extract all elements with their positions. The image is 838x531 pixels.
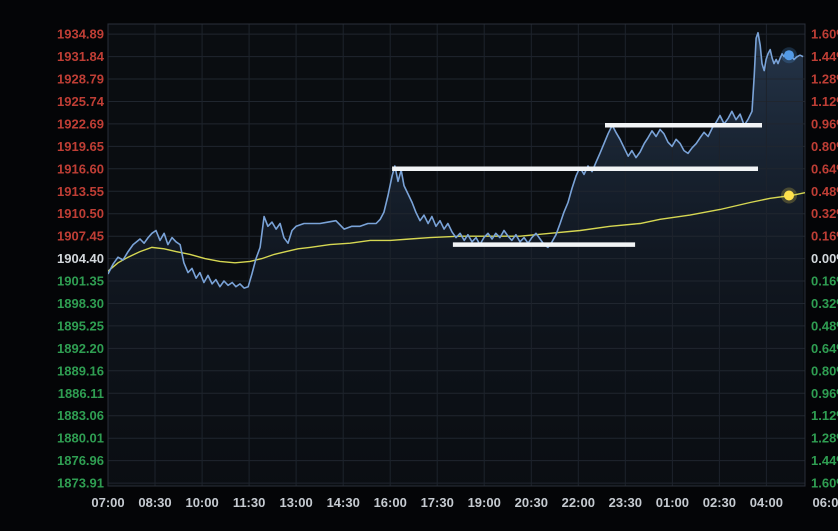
y-axis-percent-label: 1.12% <box>811 408 838 423</box>
x-axis-time-label: 02:30 <box>703 495 736 510</box>
y-axis-percent-label: 0.00% <box>811 251 838 266</box>
y-axis-percent-label: 0.16% <box>811 274 838 289</box>
x-axis-time-label: 04:00 <box>750 495 783 510</box>
y-axis-percent-label: 1.28% <box>811 72 838 87</box>
price-area-fill <box>108 32 804 486</box>
x-axis-time-label: 10:00 <box>185 495 218 510</box>
y-axis-percent-label: 0.16% <box>811 229 838 244</box>
y-axis-percent-label: 0.96% <box>811 386 838 401</box>
y-axis-price-label: 1916.60 <box>57 161 104 176</box>
y-axis-percent-label: 0.32% <box>811 206 838 221</box>
y-axis-price-label: 1901.35 <box>57 274 104 289</box>
y-axis-percent-label: 1.44% <box>811 453 838 468</box>
x-axis-time-label: 17:30 <box>421 495 454 510</box>
y-axis-price-label: 1922.69 <box>57 116 104 131</box>
chart-canvas[interactable]: 1934.89 1.60% 1931.84 1.44% 1928.79 1.28% 1925… <box>40 16 838 515</box>
y-axis-percent-label: 1.28% <box>811 431 838 446</box>
y-axis-percent-label: 1.12% <box>811 94 838 109</box>
y-axis-percent-label: 0.64% <box>811 161 838 176</box>
x-axis-time-label: 23:30 <box>609 495 642 510</box>
y-axis-price-label: 1886.11 <box>58 386 104 401</box>
plot-border <box>107 23 806 487</box>
y-axis-price-label: 1907.45 <box>57 229 104 244</box>
x-axis-time-label: 16:00 <box>374 495 407 510</box>
y-axis-price-label: 1873.91 <box>57 476 104 491</box>
y-axis-percent-label: 0.80% <box>811 363 838 378</box>
y-axis-percent-label: 0.48% <box>811 184 838 199</box>
x-axis-time-label: 20:30 <box>515 495 548 510</box>
y-axis-percent-label: 0.96% <box>811 116 838 131</box>
y-axis-price-label: 1895.25 <box>57 318 104 333</box>
y-axis-price-label: 1883.06 <box>57 408 104 423</box>
x-axis-time-label: 07:00 <box>91 495 124 510</box>
y-axis-price-label: 1925.74 <box>57 94 105 109</box>
x-axis-time-label: 13:00 <box>279 495 312 510</box>
y-axis-percent-label: 0.32% <box>811 296 838 311</box>
y-axis-price-label: 1919.65 <box>57 139 104 154</box>
y-axis-percent-label: 1.44% <box>811 49 838 64</box>
y-axis-percent-label: 0.64% <box>811 341 838 356</box>
y-axis-price-label: 1934.89 <box>57 27 104 42</box>
y-axis-price-label: 1931.84 <box>57 49 105 64</box>
y-axis-price-label: 1904.40 <box>57 251 104 266</box>
y-axis-price-label: 1876.96 <box>57 453 104 468</box>
moving-average-line <box>108 192 805 272</box>
y-axis-price-label: 1898.30 <box>57 296 104 311</box>
x-axis-time-label: 11:30 <box>233 495 266 510</box>
y-axis-price-label: 1880.01 <box>57 431 104 446</box>
y-axis-price-label: 1889.16 <box>57 363 104 378</box>
x-axis-time-label: 01:00 <box>656 495 689 510</box>
y-axis-percent-label: 1.60% <box>811 27 838 42</box>
intraday-price-chart[interactable]: 1934.89 1.60% 1931.84 1.44% 1928.79 1.28% 1925… <box>40 16 838 515</box>
x-axis-time-label: 06:00 <box>812 495 838 510</box>
y-axis-percent-label: 1.60% <box>811 476 838 491</box>
y-axis-price-label: 1928.79 <box>57 72 104 87</box>
y-axis-percent-label: 0.48% <box>811 318 838 333</box>
ma-last-dot <box>784 190 794 201</box>
y-axis-percent-label: 0.80% <box>811 139 838 154</box>
x-axis-time-label: 22:00 <box>562 495 595 510</box>
y-axis-price-label: 1913.55 <box>57 184 104 199</box>
y-axis-price-label: 1910.50 <box>57 206 104 221</box>
y-axis-price-label: 1892.20 <box>57 341 104 356</box>
price-line <box>108 31 804 289</box>
x-axis-time-label: 08:30 <box>138 495 171 510</box>
x-axis-time-label: 19:00 <box>468 495 501 510</box>
x-axis-time-label: 14:30 <box>327 495 360 510</box>
last-price-dot <box>784 50 794 61</box>
